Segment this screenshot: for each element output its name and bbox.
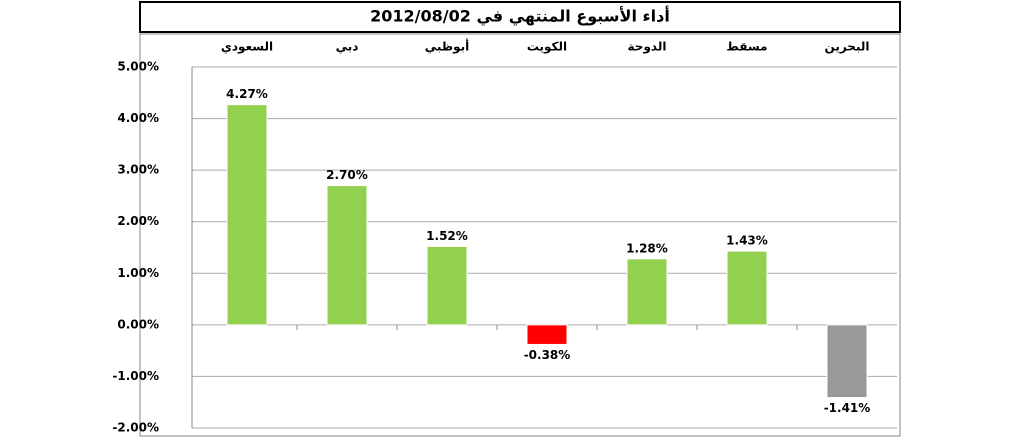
value-label: 1.28% bbox=[626, 241, 668, 255]
y-tick-label: 0.00% bbox=[117, 317, 159, 331]
value-label: 1.52% bbox=[426, 229, 468, 243]
value-label: -1.41% bbox=[824, 401, 871, 415]
chart-title: أداء الأسبوع المنتهي في 2012/08/02 bbox=[370, 6, 670, 27]
bar bbox=[626, 258, 668, 326]
x-tick-label: الدوحة bbox=[628, 40, 667, 55]
bar bbox=[726, 250, 768, 326]
x-tick-label: مسقط bbox=[726, 40, 767, 54]
value-label: 2.70% bbox=[326, 168, 368, 182]
bar bbox=[526, 324, 568, 345]
y-tick-label: 2.00% bbox=[117, 214, 159, 228]
bar bbox=[226, 104, 268, 326]
y-tick-label: -1.00% bbox=[112, 369, 159, 383]
x-tick-label: الكويت bbox=[527, 40, 567, 55]
bar bbox=[326, 185, 368, 326]
y-tick-label: 4.00% bbox=[117, 111, 159, 125]
bar bbox=[426, 245, 468, 326]
y-tick-label: 1.00% bbox=[117, 266, 159, 280]
y-tick-label: 3.00% bbox=[117, 163, 159, 177]
x-tick-label: البحرين bbox=[825, 40, 870, 54]
value-label: -0.38% bbox=[524, 348, 571, 362]
value-label: 4.27% bbox=[226, 87, 268, 101]
y-tick-label: -2.00% bbox=[112, 421, 159, 435]
x-tick-label: السعودي bbox=[221, 40, 273, 55]
y-tick-label: 5.00% bbox=[117, 60, 159, 74]
x-tick-label: أبوظبي bbox=[425, 39, 469, 55]
title-box bbox=[139, 1, 901, 33]
value-label: 1.43% bbox=[726, 234, 768, 248]
bar bbox=[826, 324, 868, 399]
x-tick-label: دبي bbox=[336, 40, 359, 54]
